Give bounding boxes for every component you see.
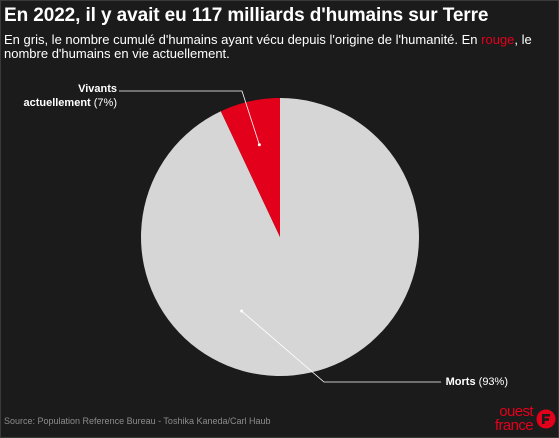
ouest-france-logo: ouest france — [481, 404, 557, 437]
label-vivants-line1: Vivants — [78, 83, 117, 95]
data-label-morts: Morts (93%) — [401, 375, 508, 389]
ouest-france-logo-icon — [536, 409, 556, 429]
pie-slice-vivants — [220, 98, 280, 237]
logo-word-france: france — [494, 417, 534, 434]
label-vivants-pct: (7%) — [93, 97, 117, 109]
chart-title: En 2022, il y avait eu 117 milliards d'h… — [4, 5, 489, 26]
chart-subtitle: En gris, le nombre cumulé d'humains ayan… — [4, 33, 556, 61]
pie-slice-morts — [141, 98, 420, 376]
leader-line-vivants — [119, 90, 260, 145]
subtitle-text-start: En gris, le nombre cumulé d'humains ayan… — [4, 32, 482, 47]
label-morts-name: Morts — [445, 376, 476, 388]
data-label-vivants: Vivants actuellement (7%) — [5, 82, 117, 110]
subtitle-accent-word: rouge — [481, 32, 515, 47]
source-note: Source: Population Reference Bureau - To… — [4, 416, 271, 426]
label-vivants-line2: actuellement — [23, 97, 91, 109]
leader-line-morts — [241, 310, 441, 383]
label-morts-pct: (93%) — [478, 376, 508, 388]
logo-word-ouest: ouest — [499, 403, 533, 420]
subtitle-text-end: , le nombre d'humains en vie actuellemen… — [4, 32, 532, 61]
leader-dot-morts — [240, 309, 244, 313]
leader-dot-vivants — [257, 143, 261, 147]
